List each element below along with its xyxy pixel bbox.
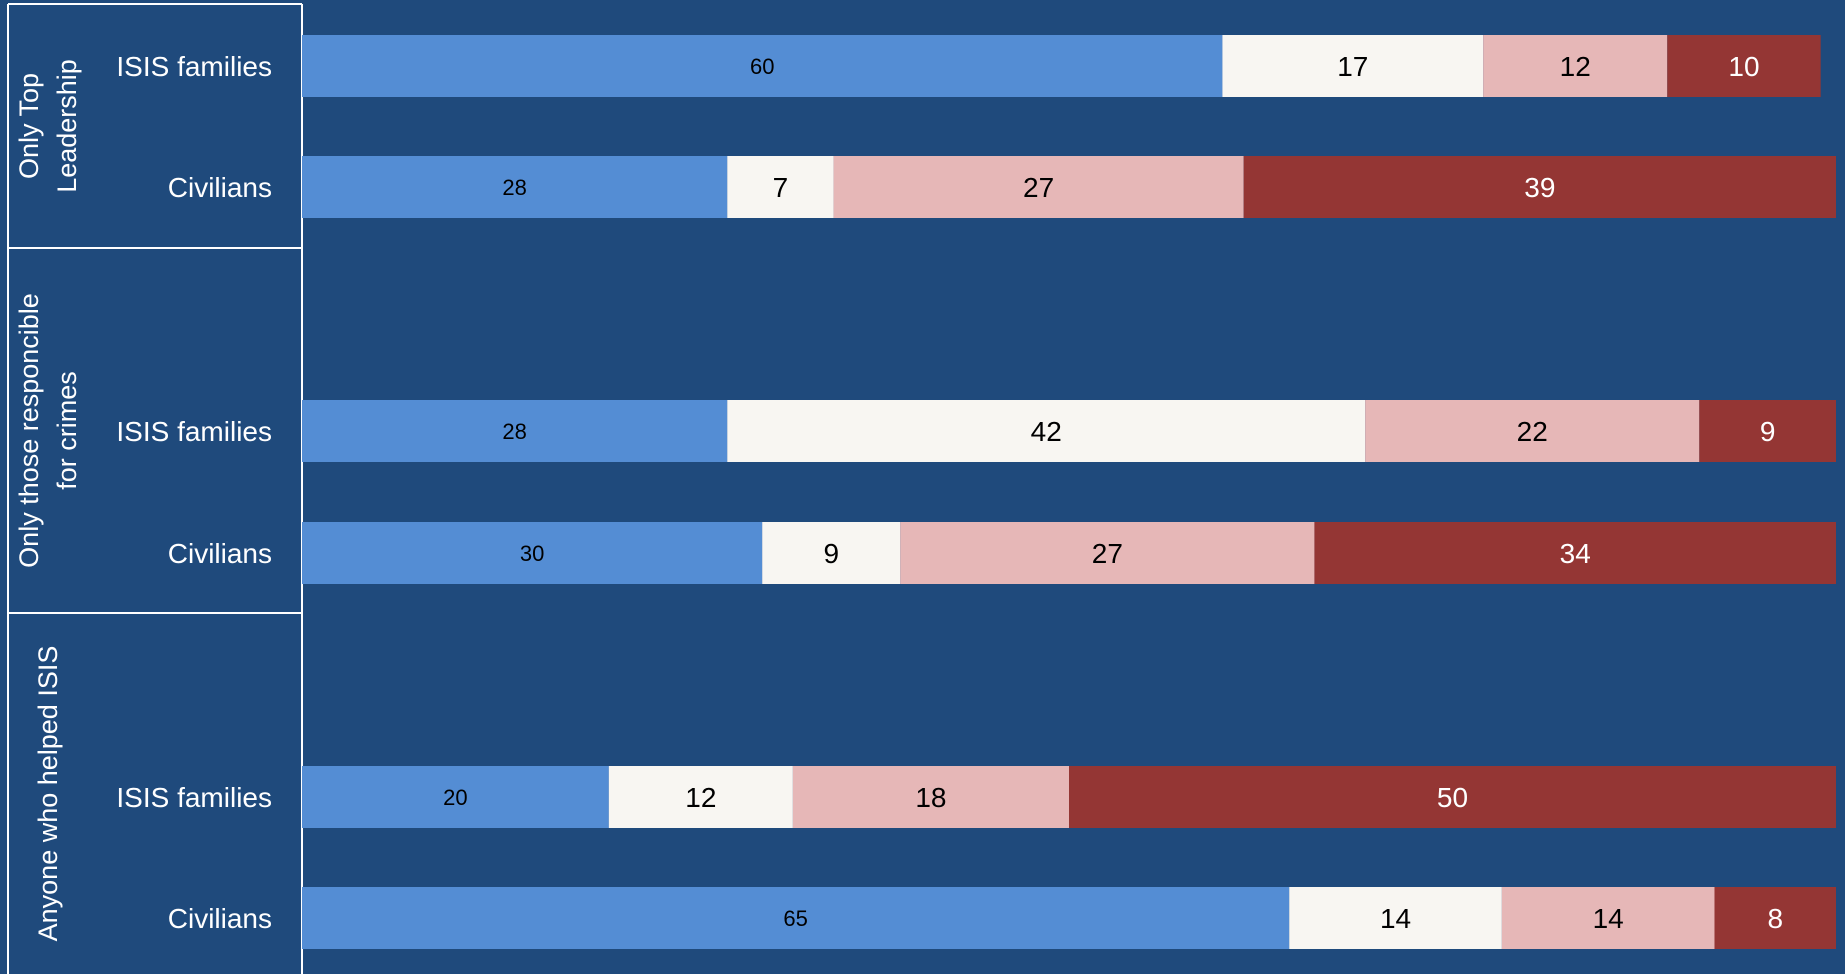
bar-segment	[1289, 887, 1502, 949]
group-label: Only Top Leadership	[14, 59, 82, 193]
bar-segment	[1314, 522, 1836, 584]
bar-segment	[1699, 400, 1836, 462]
data-label: 28	[502, 419, 526, 444]
bar-segment	[792, 766, 1069, 828]
bar-segment	[302, 766, 609, 828]
data-label: 34	[1560, 538, 1591, 569]
row-label: ISIS families	[116, 51, 272, 82]
data-label: 7	[773, 172, 789, 203]
group-label-line: for crimes	[52, 371, 82, 490]
group-label-line: Leadership	[52, 59, 82, 193]
bar-segment	[1714, 887, 1836, 949]
row-label: Civilians	[168, 172, 272, 203]
bar-segment	[302, 522, 763, 584]
data-label: 14	[1380, 903, 1411, 934]
data-label: 65	[783, 906, 807, 931]
data-label: 9	[1760, 416, 1776, 447]
data-label: 28	[502, 175, 526, 200]
data-label: 39	[1524, 172, 1555, 203]
bar-segment	[1501, 887, 1715, 949]
data-label: 22	[1517, 416, 1548, 447]
row-label: Civilians	[168, 538, 272, 569]
bar-segment	[302, 887, 1290, 949]
bar-segment	[1483, 35, 1668, 97]
bar-segment	[900, 522, 1315, 584]
group-labels: Only Top Leadership Only those responcible…	[14, 59, 82, 941]
data-label: 20	[443, 785, 467, 810]
data-label: 14	[1593, 903, 1624, 934]
data-label: 50	[1437, 782, 1468, 813]
data-label: 60	[750, 54, 774, 79]
data-label: 18	[915, 782, 946, 813]
data-label: 42	[1031, 416, 1062, 447]
bar-segment	[302, 156, 728, 218]
data-label: 17	[1337, 51, 1368, 82]
bar-segment	[1222, 35, 1484, 97]
bar-segment	[762, 522, 901, 584]
data-label: 8	[1767, 903, 1783, 934]
data-label: 27	[1023, 172, 1054, 203]
row-label: ISIS families	[116, 782, 272, 813]
data-label: 27	[1092, 538, 1123, 569]
data-label: 12	[1560, 51, 1591, 82]
row-labels: ISIS families Civilians ISIS families Civil…	[116, 51, 272, 934]
bar-segment	[1243, 156, 1836, 218]
bars: 60 17 12 10 28 7 27 39 28 42 22 9 30 9 27 34 20 12 18 50 65 1…	[302, 35, 1836, 949]
bar-segment	[1667, 35, 1821, 97]
bar-segment	[302, 35, 1223, 97]
data-label: 30	[520, 541, 544, 566]
row-label: Civilians	[168, 903, 272, 934]
data-label: 9	[823, 538, 839, 569]
group-label-line: Only Top	[14, 73, 44, 179]
bar-segment	[727, 400, 1366, 462]
group-label-line: Anyone who helped ISIS	[33, 646, 63, 942]
group-label: Only those responcible for crimes	[14, 293, 82, 568]
bar-segment	[1069, 766, 1836, 828]
group-label: Anyone who helped ISIS	[33, 646, 63, 942]
bar-segment	[302, 400, 728, 462]
row-label: ISIS families	[116, 416, 272, 447]
bar-segment	[833, 156, 1244, 218]
bar-segment	[727, 156, 834, 218]
bar-segment	[608, 766, 793, 828]
bar-segment	[1365, 400, 1700, 462]
data-label: 10	[1728, 51, 1759, 82]
group-label-line: Only those responcible	[14, 293, 44, 568]
data-label: 12	[685, 782, 716, 813]
